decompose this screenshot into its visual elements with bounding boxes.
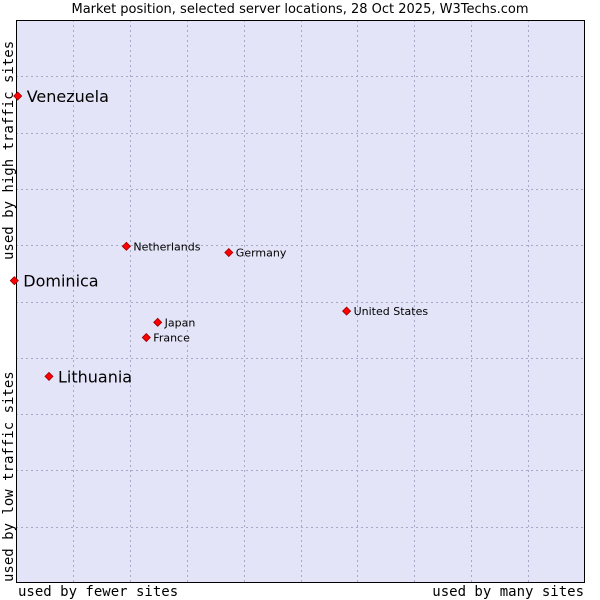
point-label-lithuania: Lithuania xyxy=(58,367,132,386)
point-label-japan: Japan xyxy=(164,316,196,329)
point-label-united-states: United States xyxy=(354,305,429,318)
point-label-germany: Germany xyxy=(236,247,287,260)
point-marker-france xyxy=(141,332,151,343)
plot-background xyxy=(16,20,585,583)
y-axis-label-bottom: used by low traffic sites xyxy=(1,371,17,582)
point-marker-venezuela xyxy=(13,91,23,101)
point-marker-lithuania xyxy=(44,371,54,381)
point-marker-netherlands xyxy=(121,241,131,251)
point-label-dominica: Dominica xyxy=(23,272,98,291)
point-label-france: France xyxy=(153,332,190,345)
plot-border xyxy=(16,20,585,583)
x-axis-label-left: used by fewer sites xyxy=(18,584,179,600)
y-axis-label-top: used by high traffic sites xyxy=(1,40,17,260)
point-marker-united-states xyxy=(342,306,352,316)
point-marker-germany xyxy=(224,247,234,258)
point-marker-japan xyxy=(153,317,163,327)
chart-title: Market position, selected server locatio… xyxy=(71,2,529,17)
x-axis-label-right: used by many sites xyxy=(432,584,584,600)
point-label-netherlands: Netherlands xyxy=(133,240,200,253)
point-label-venezuela: Venezuela xyxy=(27,87,109,106)
point-marker-dominica xyxy=(9,276,19,286)
